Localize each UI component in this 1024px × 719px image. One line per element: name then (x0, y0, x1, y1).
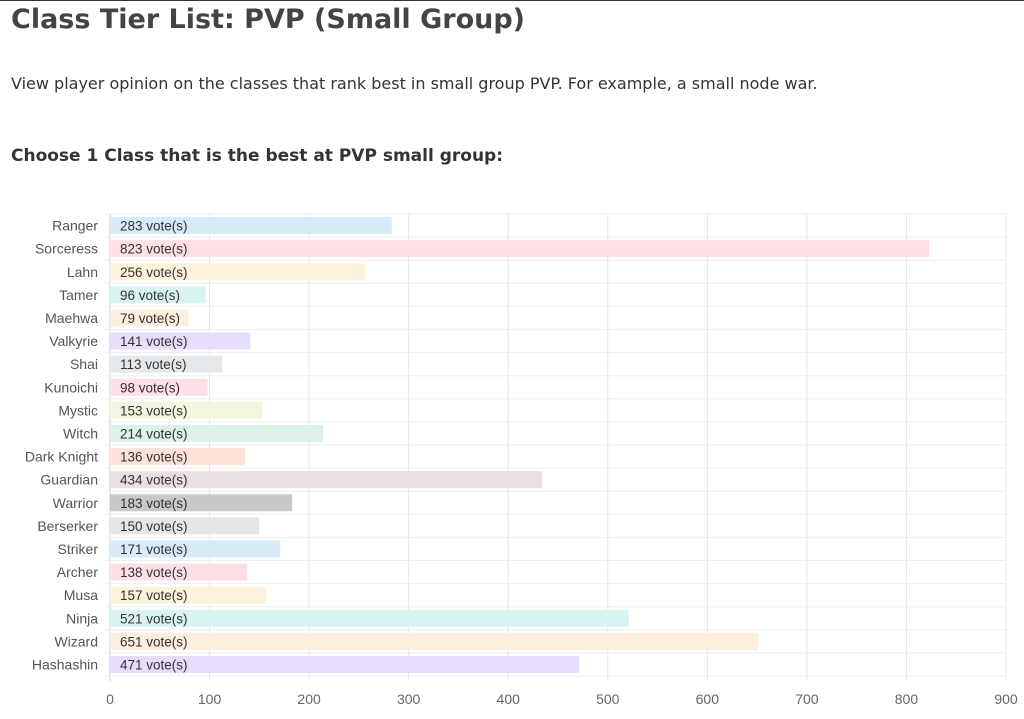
x-tick-label: 400 (497, 691, 521, 707)
page-title: Class Tier List: PVP (Small Group) (11, 4, 526, 35)
bar[interactable] (110, 448, 246, 466)
category-label: Archer (57, 564, 99, 580)
x-tick-label: 0 (106, 691, 114, 707)
bar-value-label: 651 vote(s) (120, 634, 188, 649)
bar[interactable] (110, 655, 579, 673)
bar[interactable] (110, 309, 189, 327)
x-tick-label: 200 (297, 691, 321, 707)
chart-bars: 283 vote(s) 823 vote(s) 256 vote(s) 96 vote… (110, 217, 930, 673)
bar[interactable] (110, 609, 629, 627)
bar-value-label: 96 vote(s) (120, 288, 180, 303)
chart-axes: Ranger Sorceress Lahn Tamer Maehwa Valkyrie Sh… (25, 218, 1018, 707)
category-label: Kunoichi (44, 379, 98, 395)
bar-value-label: 79 vote(s) (120, 311, 180, 326)
bar-value-label: 283 vote(s) (120, 219, 188, 234)
bar-value-label: 153 vote(s) (120, 403, 188, 418)
category-label: Dark Knight (25, 449, 98, 465)
vote-chart-svg: 283 vote(s) 823 vote(s) 256 vote(s) 96 vote… (25, 213, 1018, 707)
bar-value-label: 138 vote(s) (120, 565, 188, 580)
category-label: Ninja (66, 610, 98, 626)
category-label: Maehwa (45, 310, 98, 326)
chart-grid (105, 213, 1007, 681)
category-label: Warrior (53, 495, 99, 511)
page-description: View player opinion on the classes that … (11, 74, 818, 93)
bar-value-label: 434 vote(s) (120, 473, 188, 488)
bar[interactable] (110, 378, 208, 396)
x-tick-label: 600 (696, 691, 720, 707)
bar[interactable] (110, 217, 392, 235)
bar[interactable] (110, 355, 223, 373)
bar[interactable] (110, 471, 543, 489)
top-divider (0, 0, 1024, 1)
bar[interactable] (110, 424, 324, 442)
x-tick-label: 800 (895, 691, 919, 707)
x-tick-label: 900 (994, 691, 1018, 707)
bar-value-label: 141 vote(s) (120, 334, 188, 349)
category-label: Witch (63, 425, 98, 441)
category-label: Guardian (40, 472, 98, 488)
bar-value-label: 256 vote(s) (120, 265, 188, 280)
category-label: Valkyrie (49, 333, 98, 349)
bar-value-label: 214 vote(s) (120, 426, 188, 441)
bar[interactable] (110, 332, 251, 350)
category-label: Musa (64, 587, 98, 603)
category-label: Berserker (37, 518, 98, 534)
bar[interactable] (110, 263, 365, 281)
bar[interactable] (110, 401, 263, 419)
category-label: Lahn (67, 264, 98, 280)
bar[interactable] (110, 286, 206, 304)
x-tick-label: 100 (198, 691, 222, 707)
bar-value-label: 98 vote(s) (120, 380, 180, 395)
bar[interactable] (110, 586, 267, 604)
category-label: Striker (58, 541, 99, 557)
category-label: Mystic (58, 402, 98, 418)
bar[interactable] (110, 517, 260, 535)
category-label: Hashashin (32, 656, 98, 672)
vote-chart: 283 vote(s) 823 vote(s) 256 vote(s) 96 vote… (0, 200, 1024, 715)
bar-value-label: 521 vote(s) (120, 611, 188, 626)
bar[interactable] (110, 240, 930, 258)
category-label: Wizard (54, 633, 98, 649)
bar[interactable] (110, 563, 248, 581)
bar-value-label: 150 vote(s) (120, 519, 188, 534)
category-label: Ranger (52, 218, 98, 234)
category-label: Tamer (59, 287, 98, 303)
bar-value-label: 471 vote(s) (120, 657, 188, 672)
bar[interactable] (110, 540, 281, 558)
bar-value-label: 183 vote(s) (120, 496, 188, 511)
bar-value-label: 136 vote(s) (120, 450, 188, 465)
category-label: Shai (70, 356, 98, 372)
x-tick-label: 700 (795, 691, 819, 707)
bar[interactable] (110, 494, 293, 512)
bar-value-label: 113 vote(s) (120, 357, 187, 372)
x-tick-label: 500 (596, 691, 620, 707)
poll-question: Choose 1 Class that is the best at PVP s… (11, 146, 504, 166)
bar-value-label: 823 vote(s) (120, 242, 188, 257)
bar-value-label: 171 vote(s) (120, 542, 188, 557)
bar[interactable] (110, 632, 759, 650)
category-label: Sorceress (35, 241, 98, 257)
x-tick-label: 300 (397, 691, 421, 707)
bar-value-label: 157 vote(s) (120, 588, 188, 603)
